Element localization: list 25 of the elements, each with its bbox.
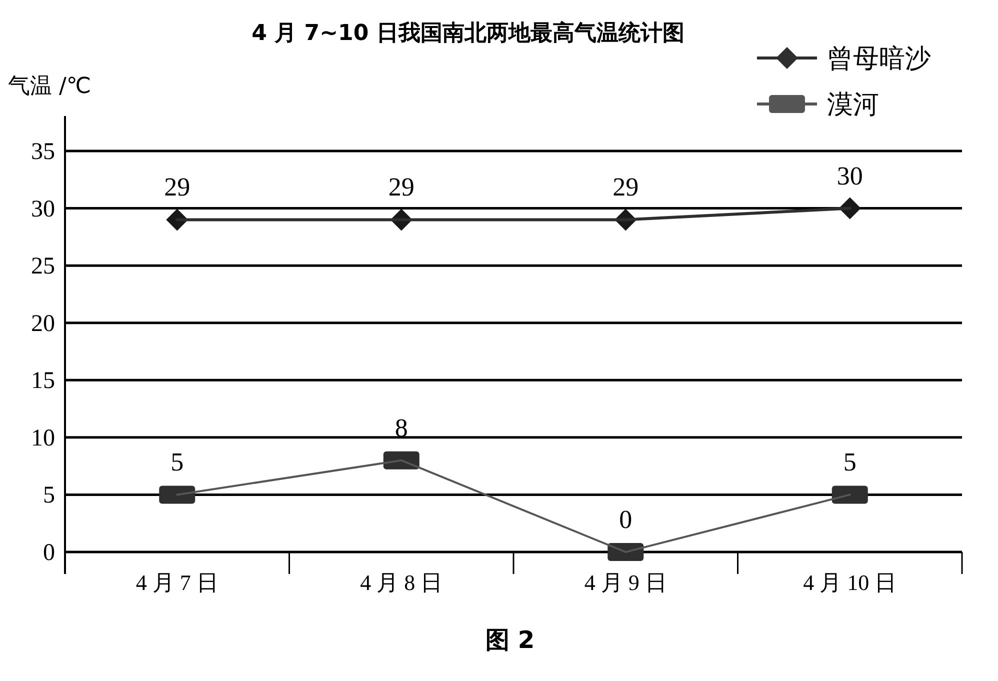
y-tick-label: 0 bbox=[43, 540, 55, 566]
y-axis-title: 气温 /℃ bbox=[8, 74, 92, 99]
data-label: 29 bbox=[612, 172, 639, 202]
y-tick-label: 35 bbox=[31, 139, 55, 165]
data-label: 29 bbox=[388, 172, 414, 202]
y-tick-label: 25 bbox=[31, 254, 55, 280]
x-tick-label: 4 月 8 日 bbox=[360, 570, 443, 595]
chart-title: 4 月 7~10 日我国南北两地最高气温统计图 bbox=[252, 20, 684, 46]
data-label: 5 bbox=[170, 448, 184, 477]
caption: 图 2 bbox=[485, 626, 535, 654]
data-label: 0 bbox=[619, 505, 632, 534]
data-label: 29 bbox=[164, 172, 190, 202]
legend-label: 漠河 bbox=[827, 90, 879, 120]
x-tick-label: 4 月 7 日 bbox=[136, 570, 218, 595]
data-label: 5 bbox=[843, 448, 856, 477]
data-label: 30 bbox=[836, 161, 863, 190]
y-tick-label: 5 bbox=[43, 482, 55, 509]
y-tick-label: 15 bbox=[31, 368, 55, 394]
x-tick-label: 4 月 10 日 bbox=[803, 570, 897, 595]
x-tick-label: 4 月 9 日 bbox=[584, 570, 667, 595]
y-tick-label: 20 bbox=[31, 310, 55, 337]
y-tick-label: 30 bbox=[31, 196, 55, 222]
data-label: 8 bbox=[394, 413, 408, 442]
y-tick-label: 10 bbox=[31, 425, 55, 452]
legend-label: 曾母暗沙 bbox=[827, 44, 931, 74]
